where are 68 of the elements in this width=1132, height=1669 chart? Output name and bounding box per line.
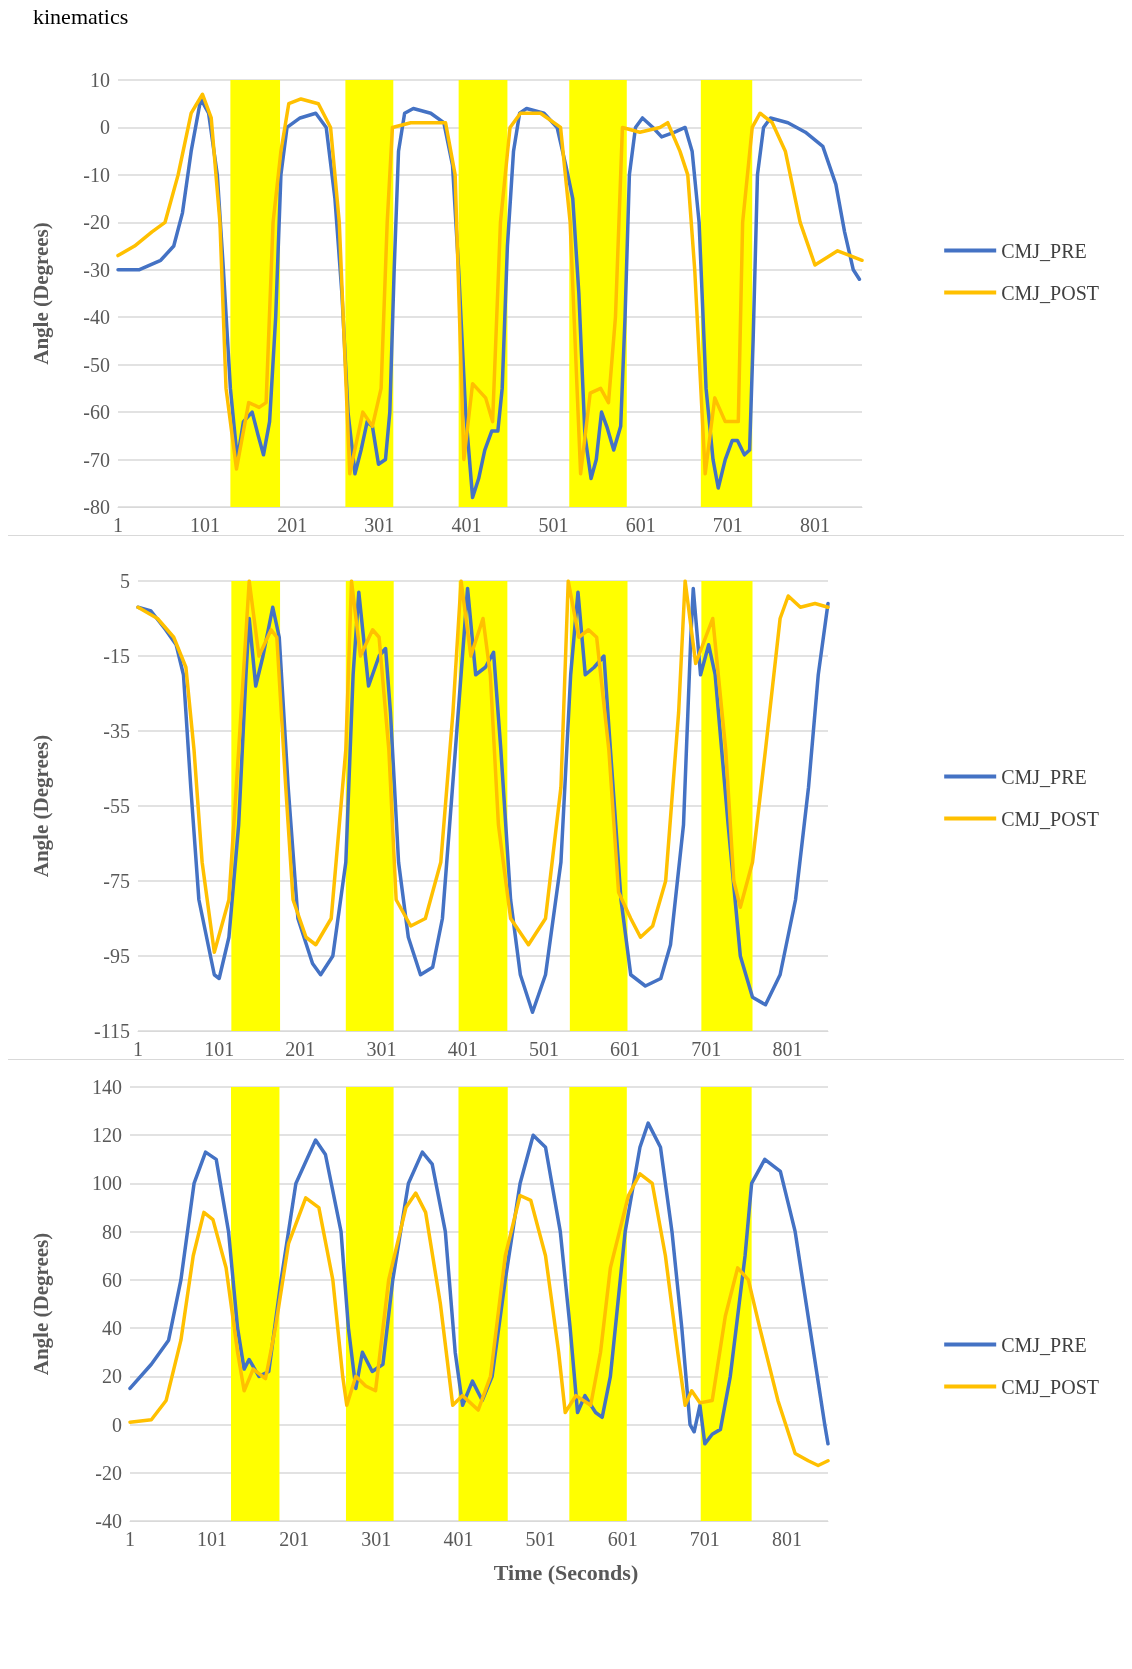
x-tick-label: 501: [538, 514, 569, 536]
x-tick-label: 101: [197, 1528, 228, 1550]
y-tick-label: -55: [103, 795, 130, 817]
x-tick-label: 801: [772, 1038, 803, 1060]
x-axis-title: Time (Seconds): [493, 1559, 639, 1585]
y-tick-label: 80: [102, 1220, 122, 1243]
y-tick-label: -115: [94, 1020, 130, 1042]
y-tick-label: 0: [100, 116, 110, 139]
y-tick-label: -20: [95, 1461, 122, 1484]
y-tick-label: -15: [103, 645, 130, 667]
x-tick-label: 101: [190, 514, 221, 536]
x-tick-label: 801: [799, 514, 830, 536]
line-series: [128, 1121, 830, 1446]
y-tick-label: -10: [83, 163, 110, 186]
x-tick-label: 501: [528, 1038, 559, 1060]
y-tick-label: 10: [90, 69, 110, 91]
x-tick-label: 201: [285, 1038, 316, 1060]
x-tick-label: 101: [204, 1038, 235, 1060]
legend-label: CMJ_PRE: [1001, 1333, 1087, 1356]
x-tick-label: 501: [525, 1528, 556, 1550]
legend-label: CMJ_POST: [1001, 807, 1099, 830]
y-tick-label: -70: [83, 448, 110, 471]
y-tick-label: -20: [83, 211, 110, 234]
chart-title: kinematics: [33, 3, 129, 29]
x-tick-label: 201: [277, 514, 308, 536]
x-tick-label: 601: [610, 1038, 641, 1060]
x-tick-label: 1: [113, 514, 123, 536]
y-tick-label: -50: [83, 353, 110, 376]
y-tick-label: -75: [103, 870, 130, 892]
x-tick-label: 301: [366, 1038, 397, 1060]
y-tick-label: 140: [92, 1076, 122, 1098]
x-tick-label: 701: [712, 514, 743, 536]
y-tick-label: 120: [92, 1124, 122, 1147]
x-tick-label: 201: [279, 1528, 310, 1550]
x-tick-label: 301: [364, 514, 395, 536]
x-tick-label: 401: [447, 1038, 478, 1060]
legend-label: CMJ_POST: [1001, 281, 1099, 304]
y-tick-label: -40: [83, 306, 110, 329]
x-tick-label: 601: [607, 1528, 638, 1550]
x-tick-label: 1: [125, 1528, 135, 1550]
x-tick-label: 601: [625, 514, 656, 536]
y-tick-label: -40: [95, 1510, 122, 1532]
y-tick-label: -80: [83, 496, 110, 518]
y-tick-label: -35: [103, 720, 130, 742]
x-tick-label: 1: [133, 1038, 143, 1060]
y-tick-label: -60: [83, 401, 110, 424]
x-tick-label: 701: [689, 1528, 720, 1550]
y-tick-label: 20: [102, 1365, 122, 1388]
legend-label: CMJ_PRE: [1001, 765, 1087, 788]
legend-label: CMJ_POST: [1001, 1375, 1099, 1398]
y-tick-label: 40: [102, 1317, 122, 1340]
line-series: [136, 579, 830, 954]
line-series: [128, 1172, 830, 1468]
y-tick-label: 100: [92, 1172, 122, 1195]
y-tick-label: -95: [103, 945, 130, 967]
x-tick-label: 401: [451, 514, 482, 536]
y-axis-title: Angle (Degrees): [28, 734, 53, 878]
y-axis-title: Angle (Degrees): [28, 222, 53, 365]
y-tick-label: 5: [120, 570, 130, 592]
x-tick-label: 801: [771, 1528, 802, 1550]
legend-label: CMJ_PRE: [1001, 239, 1087, 262]
y-tick-label: 60: [102, 1268, 122, 1291]
x-tick-label: 401: [443, 1528, 474, 1550]
y-tick-label: -30: [83, 258, 110, 281]
y-axis-title: Angle (Degrees): [28, 1232, 53, 1376]
x-tick-label: 701: [691, 1038, 722, 1060]
y-tick-label: 0: [112, 1413, 122, 1436]
x-tick-label: 301: [361, 1528, 392, 1550]
